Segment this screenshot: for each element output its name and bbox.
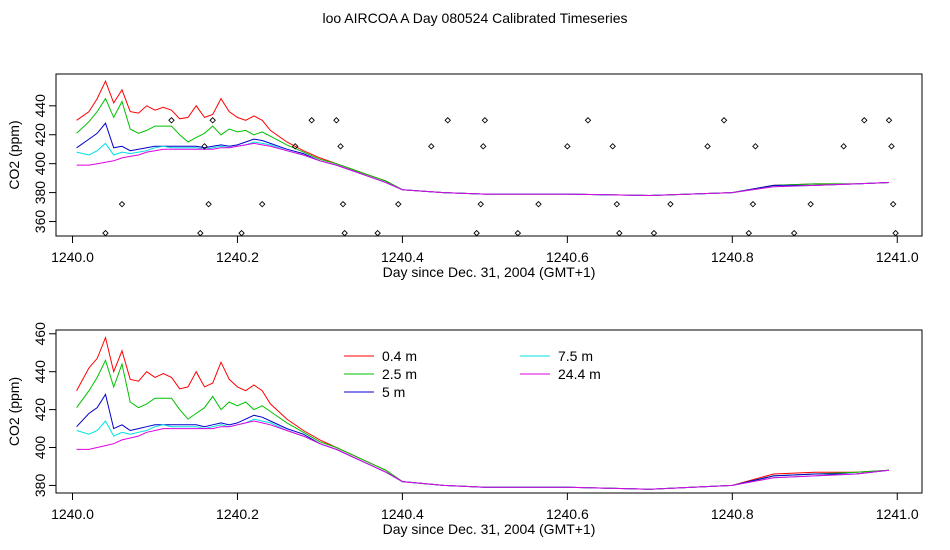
marker-point-15 <box>374 229 381 237</box>
x-tick-label-2-1: 1240.2 <box>216 506 259 522</box>
marker-point-10 <box>308 117 315 124</box>
y-tick-label-1-2: 400 <box>32 152 48 176</box>
x-tick-label-2-5: 1241.0 <box>876 506 919 522</box>
x-axis-label-1: Day since Dec. 31, 2004 (GMT+1) <box>383 264 596 280</box>
x-tick-label-2-0: 1240.0 <box>51 506 94 522</box>
plot-frame-1 <box>55 73 923 237</box>
series-line-2-4 <box>76 420 890 490</box>
marker-point-3 <box>197 229 204 237</box>
y-tick-label-1-0: 360 <box>32 210 48 234</box>
marker-point-42 <box>888 143 895 150</box>
marker-point-38 <box>807 200 814 208</box>
marker-point-8 <box>258 200 266 208</box>
marker-point-11 <box>333 117 340 124</box>
marker-point-16 <box>395 200 402 208</box>
marker-point-23 <box>514 229 522 237</box>
y-tick-label-2-2: 420 <box>32 398 48 422</box>
marker-point-12 <box>337 143 344 150</box>
plot-frame-2 <box>55 329 923 494</box>
y-tick-label-1-1: 380 <box>32 181 48 205</box>
legend-label-4: 24.4 m <box>558 366 601 382</box>
marker-point-33 <box>720 117 728 124</box>
y-axis-label-2: CO2 (ppm) <box>6 377 22 446</box>
marker-point-35 <box>749 200 757 208</box>
marker-point-36 <box>752 143 759 150</box>
marker-point-7 <box>238 229 245 237</box>
series-line-1-4 <box>76 142 890 197</box>
marker-point-29 <box>616 229 623 237</box>
marker-point-28 <box>613 200 621 208</box>
marker-point-37 <box>790 229 798 237</box>
marker-point-2 <box>168 117 175 124</box>
series-line-2-2 <box>76 393 890 490</box>
marker-point-44 <box>892 229 899 237</box>
marker-point-13 <box>339 200 347 208</box>
marker-point-14 <box>341 229 348 237</box>
marker-point-5 <box>205 200 212 208</box>
x-tick-label-1-2: 1240.4 <box>381 249 424 265</box>
series-line-1-0 <box>76 79 890 197</box>
x-tick-label-2-2: 1240.4 <box>381 506 424 522</box>
x-tick-label-1-3: 1240.6 <box>546 249 589 265</box>
x-tick-label-1-0: 1240.0 <box>51 249 94 265</box>
x-tick-label-1-4: 1240.8 <box>711 249 754 265</box>
x-tick-label-1-5: 1241.0 <box>876 249 919 265</box>
marker-point-18 <box>444 117 451 124</box>
marker-point-9 <box>291 143 299 150</box>
series-line-2-1 <box>76 358 890 490</box>
marker-point-20 <box>477 200 484 208</box>
y-tick-label-1-3: 420 <box>32 123 48 147</box>
legend-label-0: 0.4 m <box>382 348 417 364</box>
marker-point-31 <box>667 200 674 208</box>
marker-point-19 <box>473 229 480 237</box>
marker-point-17 <box>428 143 435 150</box>
marker-point-40 <box>861 117 868 124</box>
x-tick-label-2-4: 1240.8 <box>711 506 754 522</box>
y-tick-label-2-4: 460 <box>32 322 48 346</box>
legend-label-3: 7.5 m <box>558 348 593 364</box>
marker-point-22 <box>481 117 489 124</box>
chart-title: loo AIRCOA A Day 080524 Calibrated Times… <box>322 10 628 26</box>
marker-point-43 <box>889 200 897 208</box>
marker-point-30 <box>650 229 658 237</box>
marker-point-24 <box>535 200 542 208</box>
marker-point-1 <box>118 200 126 208</box>
y-tick-label-2-3: 440 <box>32 360 48 384</box>
x-tick-label-2-3: 1240.6 <box>546 506 589 522</box>
marker-point-32 <box>704 143 711 150</box>
x-tick-label-1-1: 1240.2 <box>216 249 259 265</box>
y-tick-label-1-4: 440 <box>32 94 48 118</box>
y-tick-label-2-1: 400 <box>32 436 48 460</box>
y-axis-label-1: CO2 (ppm) <box>6 120 22 189</box>
marker-point-0 <box>102 229 109 237</box>
marker-point-6 <box>209 117 216 124</box>
y-tick-label-2-0: 380 <box>32 474 48 498</box>
marker-point-34 <box>745 229 753 237</box>
marker-point-39 <box>840 143 847 150</box>
legend-label-2: 5 m <box>382 384 405 400</box>
x-axis-label-2: Day since Dec. 31, 2004 (GMT+1) <box>383 521 596 537</box>
marker-point-4 <box>201 143 208 150</box>
legend-label-1: 2.5 m <box>382 366 417 382</box>
marker-point-26 <box>584 117 592 124</box>
series-line-1-2 <box>76 122 890 197</box>
marker-point-41 <box>885 117 893 124</box>
marker-point-25 <box>564 143 571 150</box>
marker-point-21 <box>479 143 487 150</box>
series-line-2-0 <box>76 335 890 490</box>
marker-point-27 <box>609 143 616 150</box>
